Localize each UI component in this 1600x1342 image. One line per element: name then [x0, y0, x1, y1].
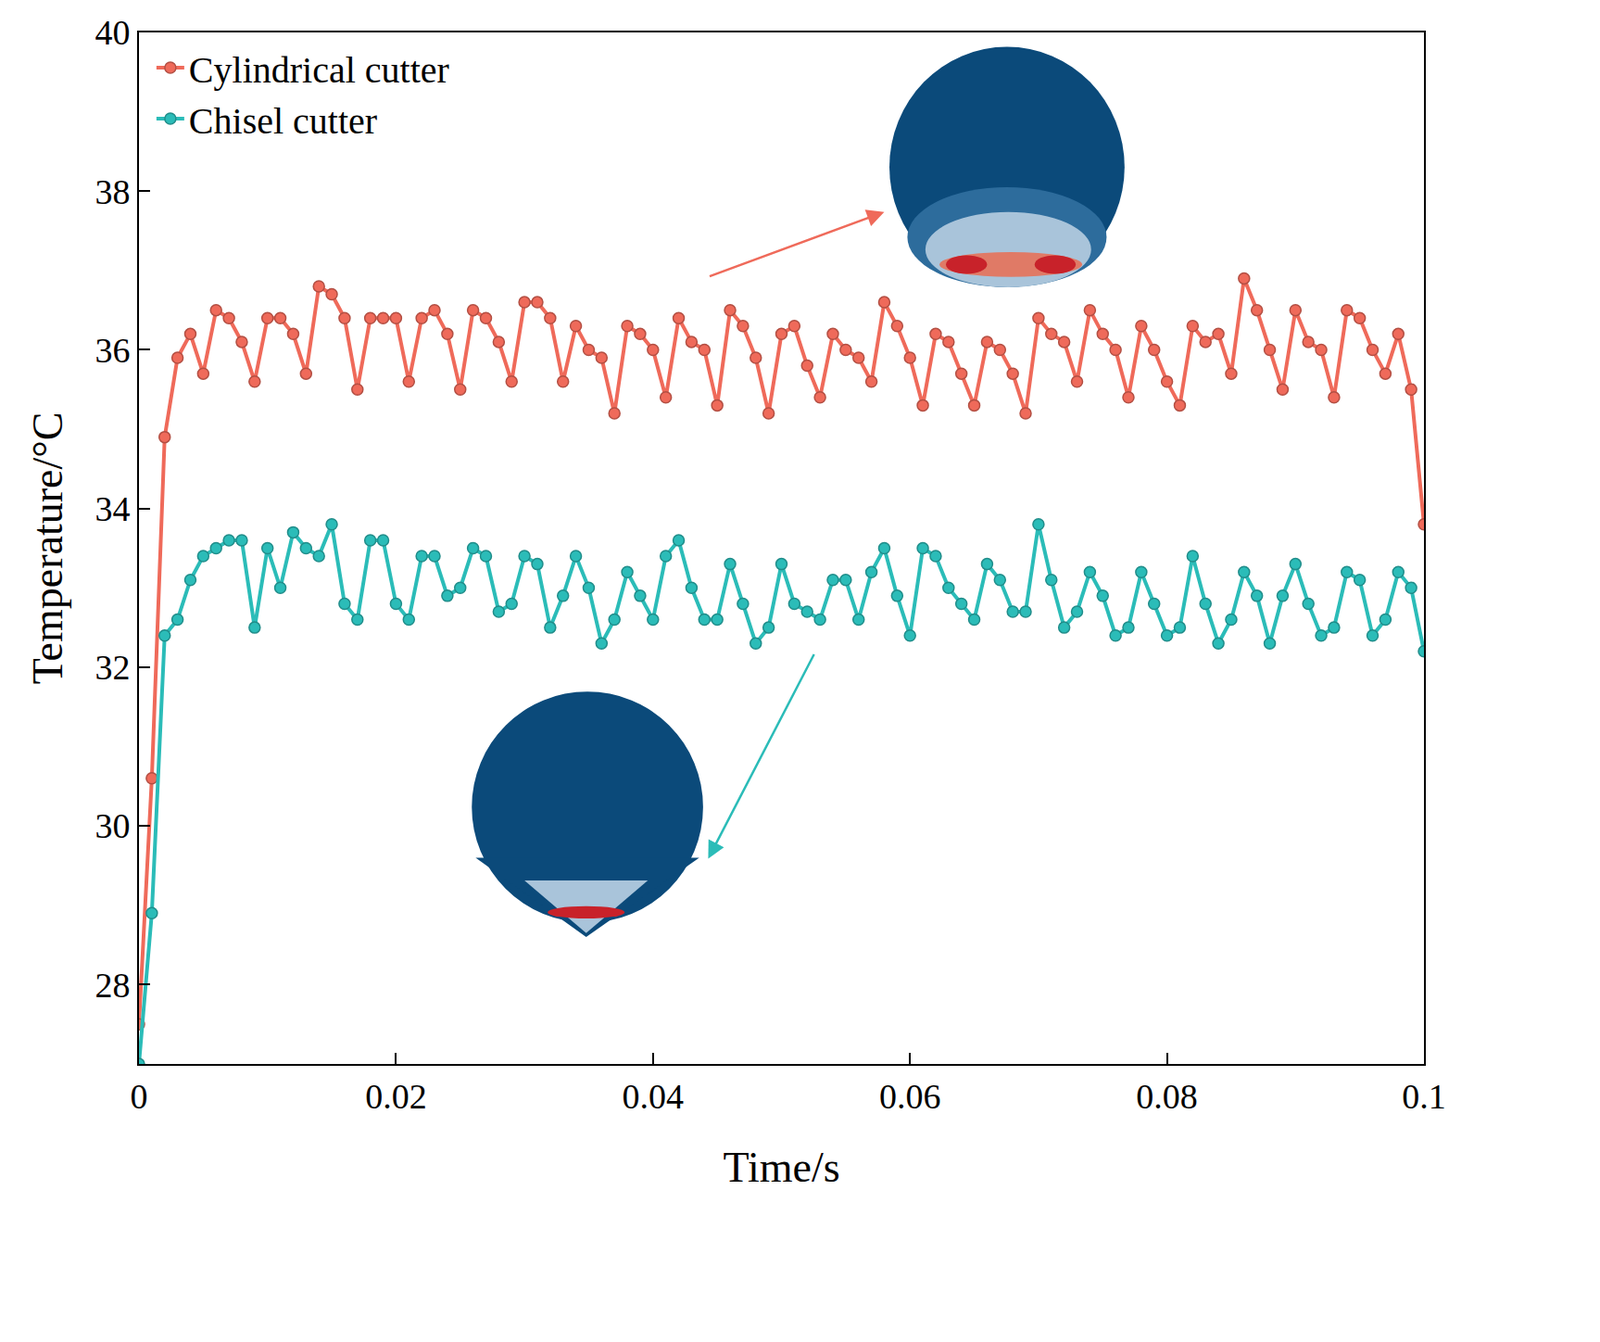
svg-text:40: 40: [94, 12, 130, 52]
svg-text:36: 36: [94, 330, 130, 370]
svg-text:38: 38: [94, 172, 130, 212]
svg-text:34: 34: [94, 489, 130, 529]
svg-text:0.1: 0.1: [1401, 1076, 1447, 1116]
svg-text:Time/s: Time/s: [722, 1143, 840, 1191]
svg-text:0.06: 0.06: [879, 1076, 942, 1116]
svg-text:0.02: 0.02: [365, 1076, 428, 1116]
svg-text:0.08: 0.08: [1135, 1076, 1198, 1116]
svg-text:Cylindrical cutter: Cylindrical cutter: [188, 49, 450, 91]
svg-text:0: 0: [130, 1076, 149, 1116]
svg-text:0.04: 0.04: [622, 1076, 685, 1116]
svg-text:30: 30: [94, 806, 130, 845]
svg-text:Temperature/°C: Temperature/°C: [24, 412, 72, 685]
svg-text:Chisel cutter: Chisel cutter: [188, 100, 378, 142]
svg-text:32: 32: [94, 647, 130, 687]
svg-text:28: 28: [94, 965, 130, 1005]
